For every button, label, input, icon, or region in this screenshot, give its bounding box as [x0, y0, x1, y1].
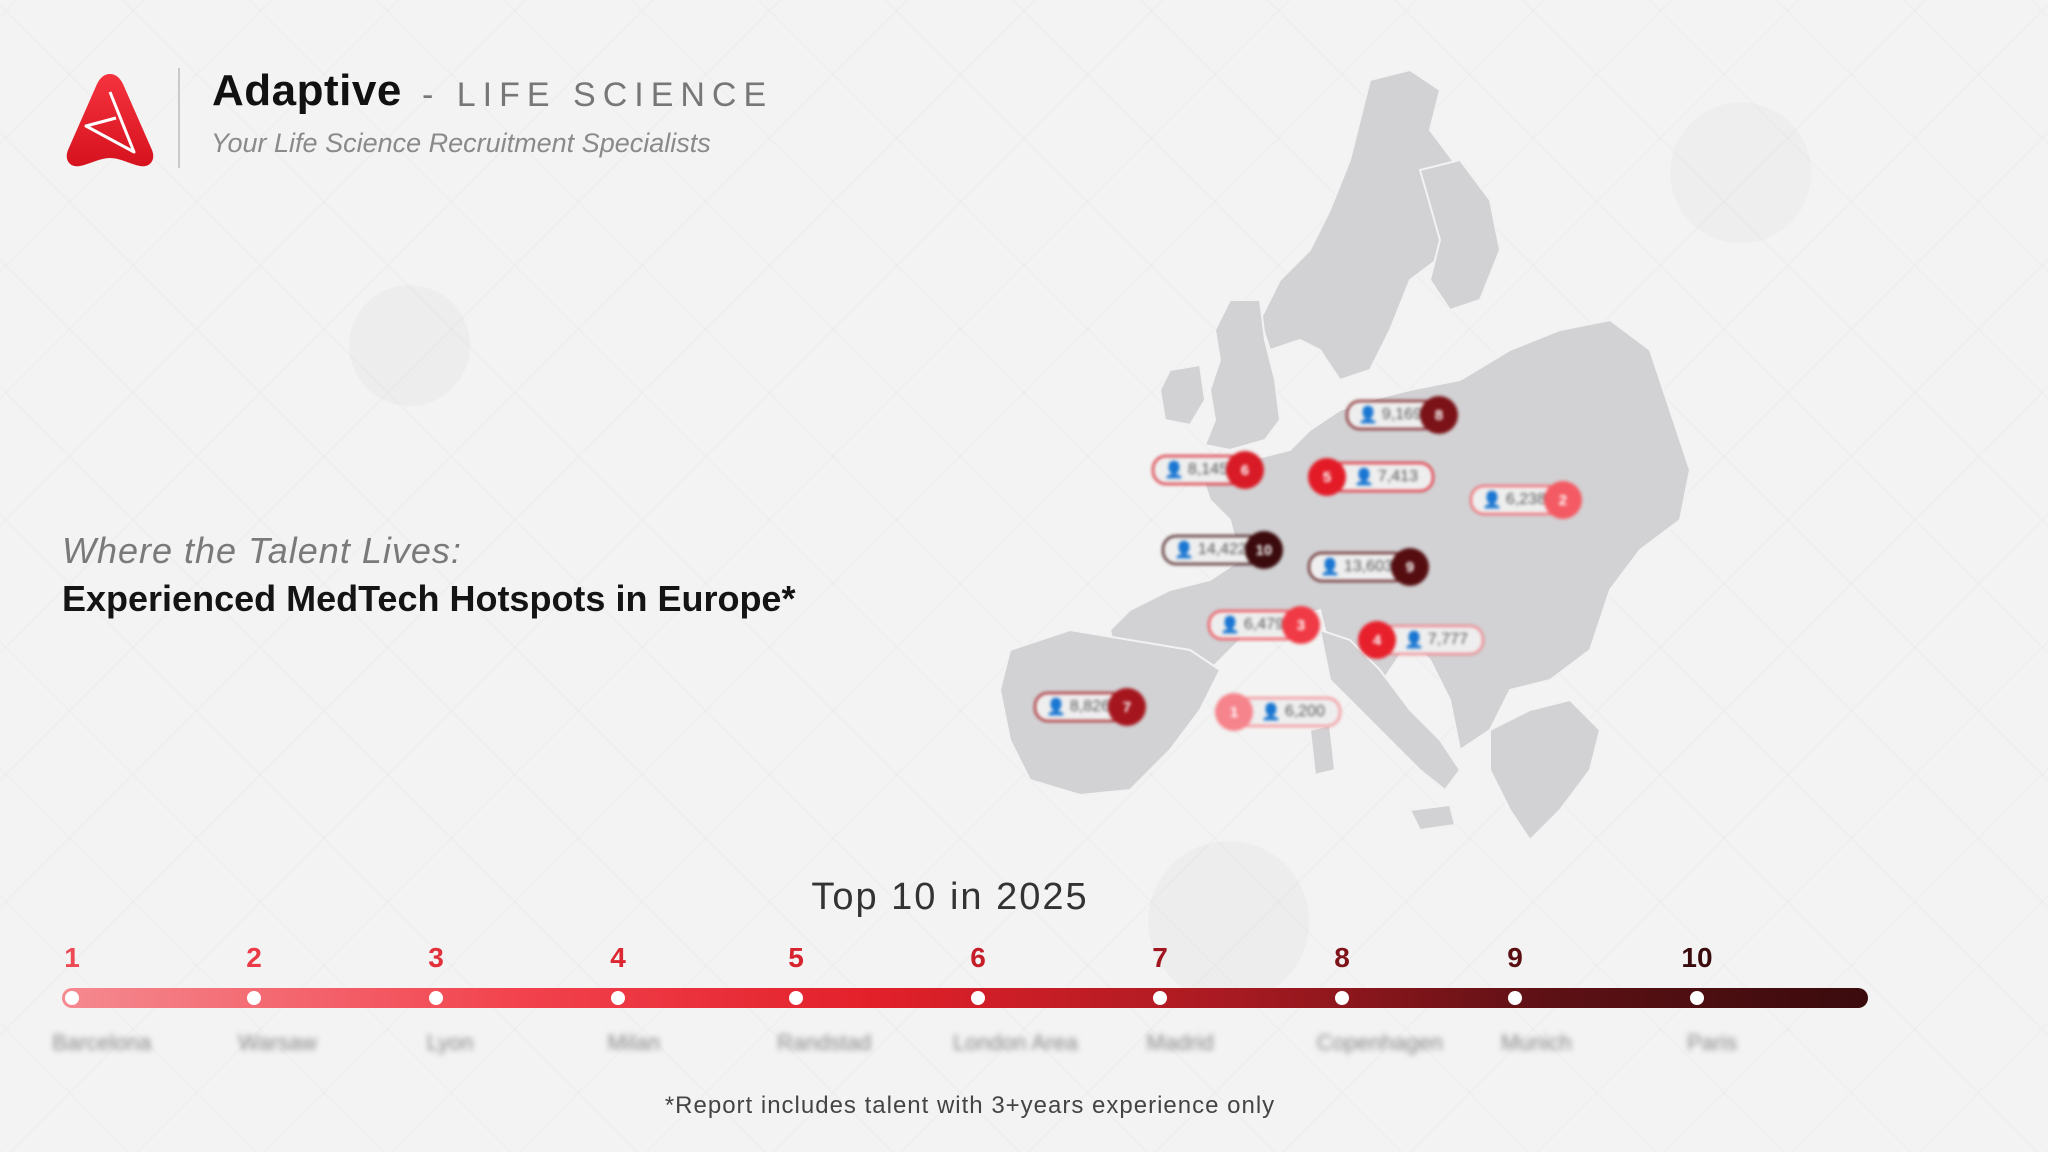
person-icon: 👤: [1220, 617, 1240, 634]
header-divider: [178, 68, 180, 168]
marker-rank-badge: 2: [1543, 481, 1582, 519]
marker-rank-badge: 9: [1390, 548, 1429, 586]
person-icon: 👤: [1482, 492, 1502, 509]
person-icon: 👤: [1358, 407, 1378, 424]
marker-rank-badge: 4: [1358, 621, 1396, 659]
brand-tagline: Your Life Science Recruitment Specialist…: [211, 128, 711, 158]
timeline-rank: 9: [1507, 942, 1523, 973]
map-marker-3[interactable]: 👤 6,479 3: [1208, 606, 1320, 644]
timeline-city: Warsaw: [238, 1030, 317, 1055]
timeline-dot[interactable]: [789, 991, 803, 1005]
marker-rank-badge: 3: [1281, 606, 1320, 644]
europe-map: [998, 68, 1692, 842]
timeline-city: Randstad: [777, 1030, 872, 1055]
marker-count: 9,169: [1381, 406, 1422, 423]
timeline-rank: 8: [1334, 942, 1350, 973]
map-marker-10[interactable]: 👤 14,422 10: [1162, 531, 1283, 569]
timeline-city: Milan: [607, 1030, 661, 1055]
timeline-dot[interactable]: [611, 991, 625, 1005]
marker-rank-badge: 8: [1419, 396, 1458, 434]
person-icon: 👤: [1320, 559, 1340, 576]
timeline-city: Barcelona: [52, 1030, 152, 1055]
timeline-dot[interactable]: [65, 991, 79, 1005]
marker-rank-badge: 5: [1308, 458, 1346, 496]
marker-count: 13,603: [1343, 558, 1393, 575]
marker-count: 6,238: [1505, 491, 1546, 508]
marker-count: 7,777: [1427, 631, 1468, 648]
marker-rank-badge: 6: [1225, 451, 1264, 489]
map-marker-8[interactable]: 👤 9,169 8: [1346, 396, 1458, 434]
marker-count: 7,413: [1377, 468, 1418, 485]
map-marker-2[interactable]: 👤 6,238 2: [1470, 481, 1582, 519]
person-icon: 👤: [1046, 699, 1066, 716]
marker-count: 14,422: [1197, 541, 1247, 558]
hero-kicker: Where the Talent Lives:: [62, 530, 462, 571]
timeline-dot[interactable]: [247, 991, 261, 1005]
map-marker-9[interactable]: 👤 13,603 9: [1308, 548, 1429, 586]
map-marker-7[interactable]: 👤 8,826 7: [1034, 688, 1146, 726]
timeline-rank: 5: [788, 942, 804, 973]
timeline-rank: 10: [1681, 942, 1713, 973]
marker-count: 8,145: [1187, 461, 1228, 478]
map-marker-6[interactable]: 👤 8,145 6: [1152, 451, 1264, 489]
marker-rank-badge: 7: [1107, 688, 1146, 726]
timeline-city: Munich: [1500, 1030, 1572, 1055]
person-icon: 👤: [1354, 469, 1374, 486]
marker-rank-badge: 10: [1244, 531, 1283, 569]
marker-count: 6,200: [1284, 703, 1325, 720]
timeline-city: Madrid: [1146, 1030, 1214, 1055]
timeline-city: London Area: [953, 1030, 1078, 1055]
map-marker-4[interactable]: 4 👤 7,777: [1358, 621, 1484, 659]
person-icon: 👤: [1174, 542, 1194, 559]
map-marker-5[interactable]: 5 👤 7,413: [1308, 458, 1434, 496]
marker-count: 8,826: [1069, 698, 1110, 715]
person-icon: 👤: [1164, 462, 1184, 479]
timeline-city: Copenhagen: [1316, 1030, 1443, 1055]
timeline-rank: 1: [64, 942, 80, 973]
timeline-rank: 7: [1152, 942, 1168, 973]
map-marker-1[interactable]: 1 👤 6,200: [1215, 693, 1341, 731]
timeline-city: Paris: [1686, 1030, 1738, 1055]
footnote: *Report includes talent with 3+years exp…: [664, 1092, 1276, 1119]
timeline-rank: 2: [246, 942, 262, 973]
marker-count: 6,479: [1243, 616, 1284, 633]
person-icon: 👤: [1261, 704, 1281, 721]
person-icon: 👤: [1404, 632, 1424, 649]
timeline-title: Top 10 in 2025: [811, 876, 1089, 918]
timeline-dot[interactable]: [1335, 991, 1349, 1005]
hero-headline: Experienced MedTech Hotspots in Europe*: [62, 578, 796, 619]
timeline-rank: 6: [970, 942, 986, 973]
timeline-rank: 4: [610, 942, 626, 973]
timeline-dot[interactable]: [1508, 991, 1522, 1005]
timeline-rank: 3: [428, 942, 444, 973]
brand-name: Adaptive: [212, 66, 402, 115]
timeline-dot[interactable]: [971, 991, 985, 1005]
timeline-dot[interactable]: [429, 991, 443, 1005]
adaptive-logo-icon: [66, 74, 154, 167]
brand-suffix: - LIFE SCIENCE: [422, 76, 774, 114]
timeline-city: Lyon: [426, 1030, 474, 1055]
timeline-dot[interactable]: [1153, 991, 1167, 1005]
timeline-dot[interactable]: [1690, 991, 1704, 1005]
marker-rank-badge: 1: [1215, 693, 1253, 731]
timeline-bar: [62, 988, 1868, 1008]
